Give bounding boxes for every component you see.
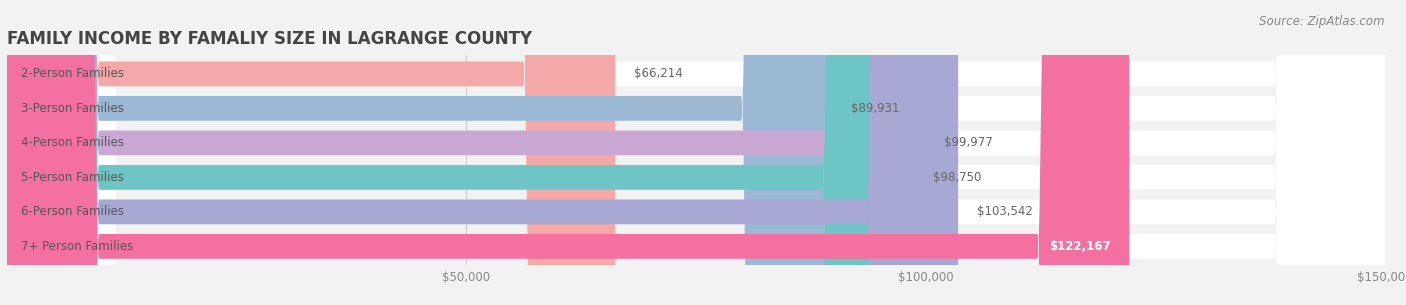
FancyBboxPatch shape [7,0,1129,305]
Text: 4-Person Families: 4-Person Families [21,136,124,149]
FancyBboxPatch shape [7,0,925,305]
Text: $99,977: $99,977 [943,136,993,149]
Text: 7+ Person Families: 7+ Person Families [21,240,134,253]
FancyBboxPatch shape [7,0,1385,305]
FancyBboxPatch shape [7,0,1385,305]
Text: 5-Person Families: 5-Person Families [21,171,124,184]
Text: $89,931: $89,931 [852,102,900,115]
Text: 2-Person Families: 2-Person Families [21,67,124,81]
Text: $103,542: $103,542 [977,205,1032,218]
Text: 3-Person Families: 3-Person Families [21,102,124,115]
FancyBboxPatch shape [7,0,1385,305]
Text: $98,750: $98,750 [932,171,981,184]
FancyBboxPatch shape [7,0,1385,305]
FancyBboxPatch shape [7,0,957,305]
FancyBboxPatch shape [7,0,1385,305]
Text: 6-Person Families: 6-Person Families [21,205,124,218]
Text: Source: ZipAtlas.com: Source: ZipAtlas.com [1260,15,1385,28]
FancyBboxPatch shape [7,0,834,305]
Text: $122,167: $122,167 [1049,240,1111,253]
Text: $66,214: $66,214 [634,67,682,81]
FancyBboxPatch shape [7,0,1385,305]
FancyBboxPatch shape [7,0,914,305]
Text: FAMILY INCOME BY FAMALIY SIZE IN LAGRANGE COUNTY: FAMILY INCOME BY FAMALIY SIZE IN LAGRANG… [7,30,531,48]
FancyBboxPatch shape [7,0,616,305]
